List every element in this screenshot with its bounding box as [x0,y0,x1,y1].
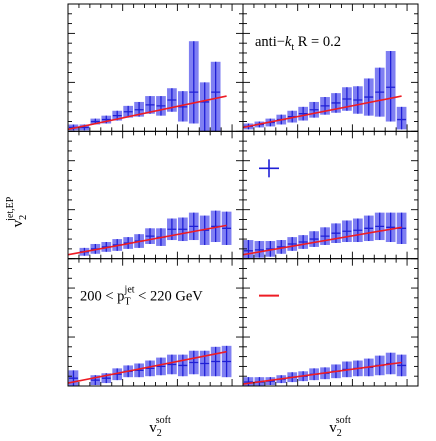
power-fit-line-0 [68,95,227,131]
x-axis-title: v2soft [149,415,171,439]
panel-4-text-1: 200 < pTjet < 220 GeV [80,285,203,308]
power-fit-line-3 [243,226,402,256]
y-axis-title: v2jet,EP [5,196,29,227]
panel-1-text-1: anti−kt R = 0.2 [255,34,341,53]
power-fit-line-2 [68,224,227,256]
power-fit-line-5 [243,361,402,385]
power-fit-line-1 [243,95,402,129]
x-axis-title-right: v2soft [329,415,351,439]
power-fit-line-4 [68,350,227,384]
